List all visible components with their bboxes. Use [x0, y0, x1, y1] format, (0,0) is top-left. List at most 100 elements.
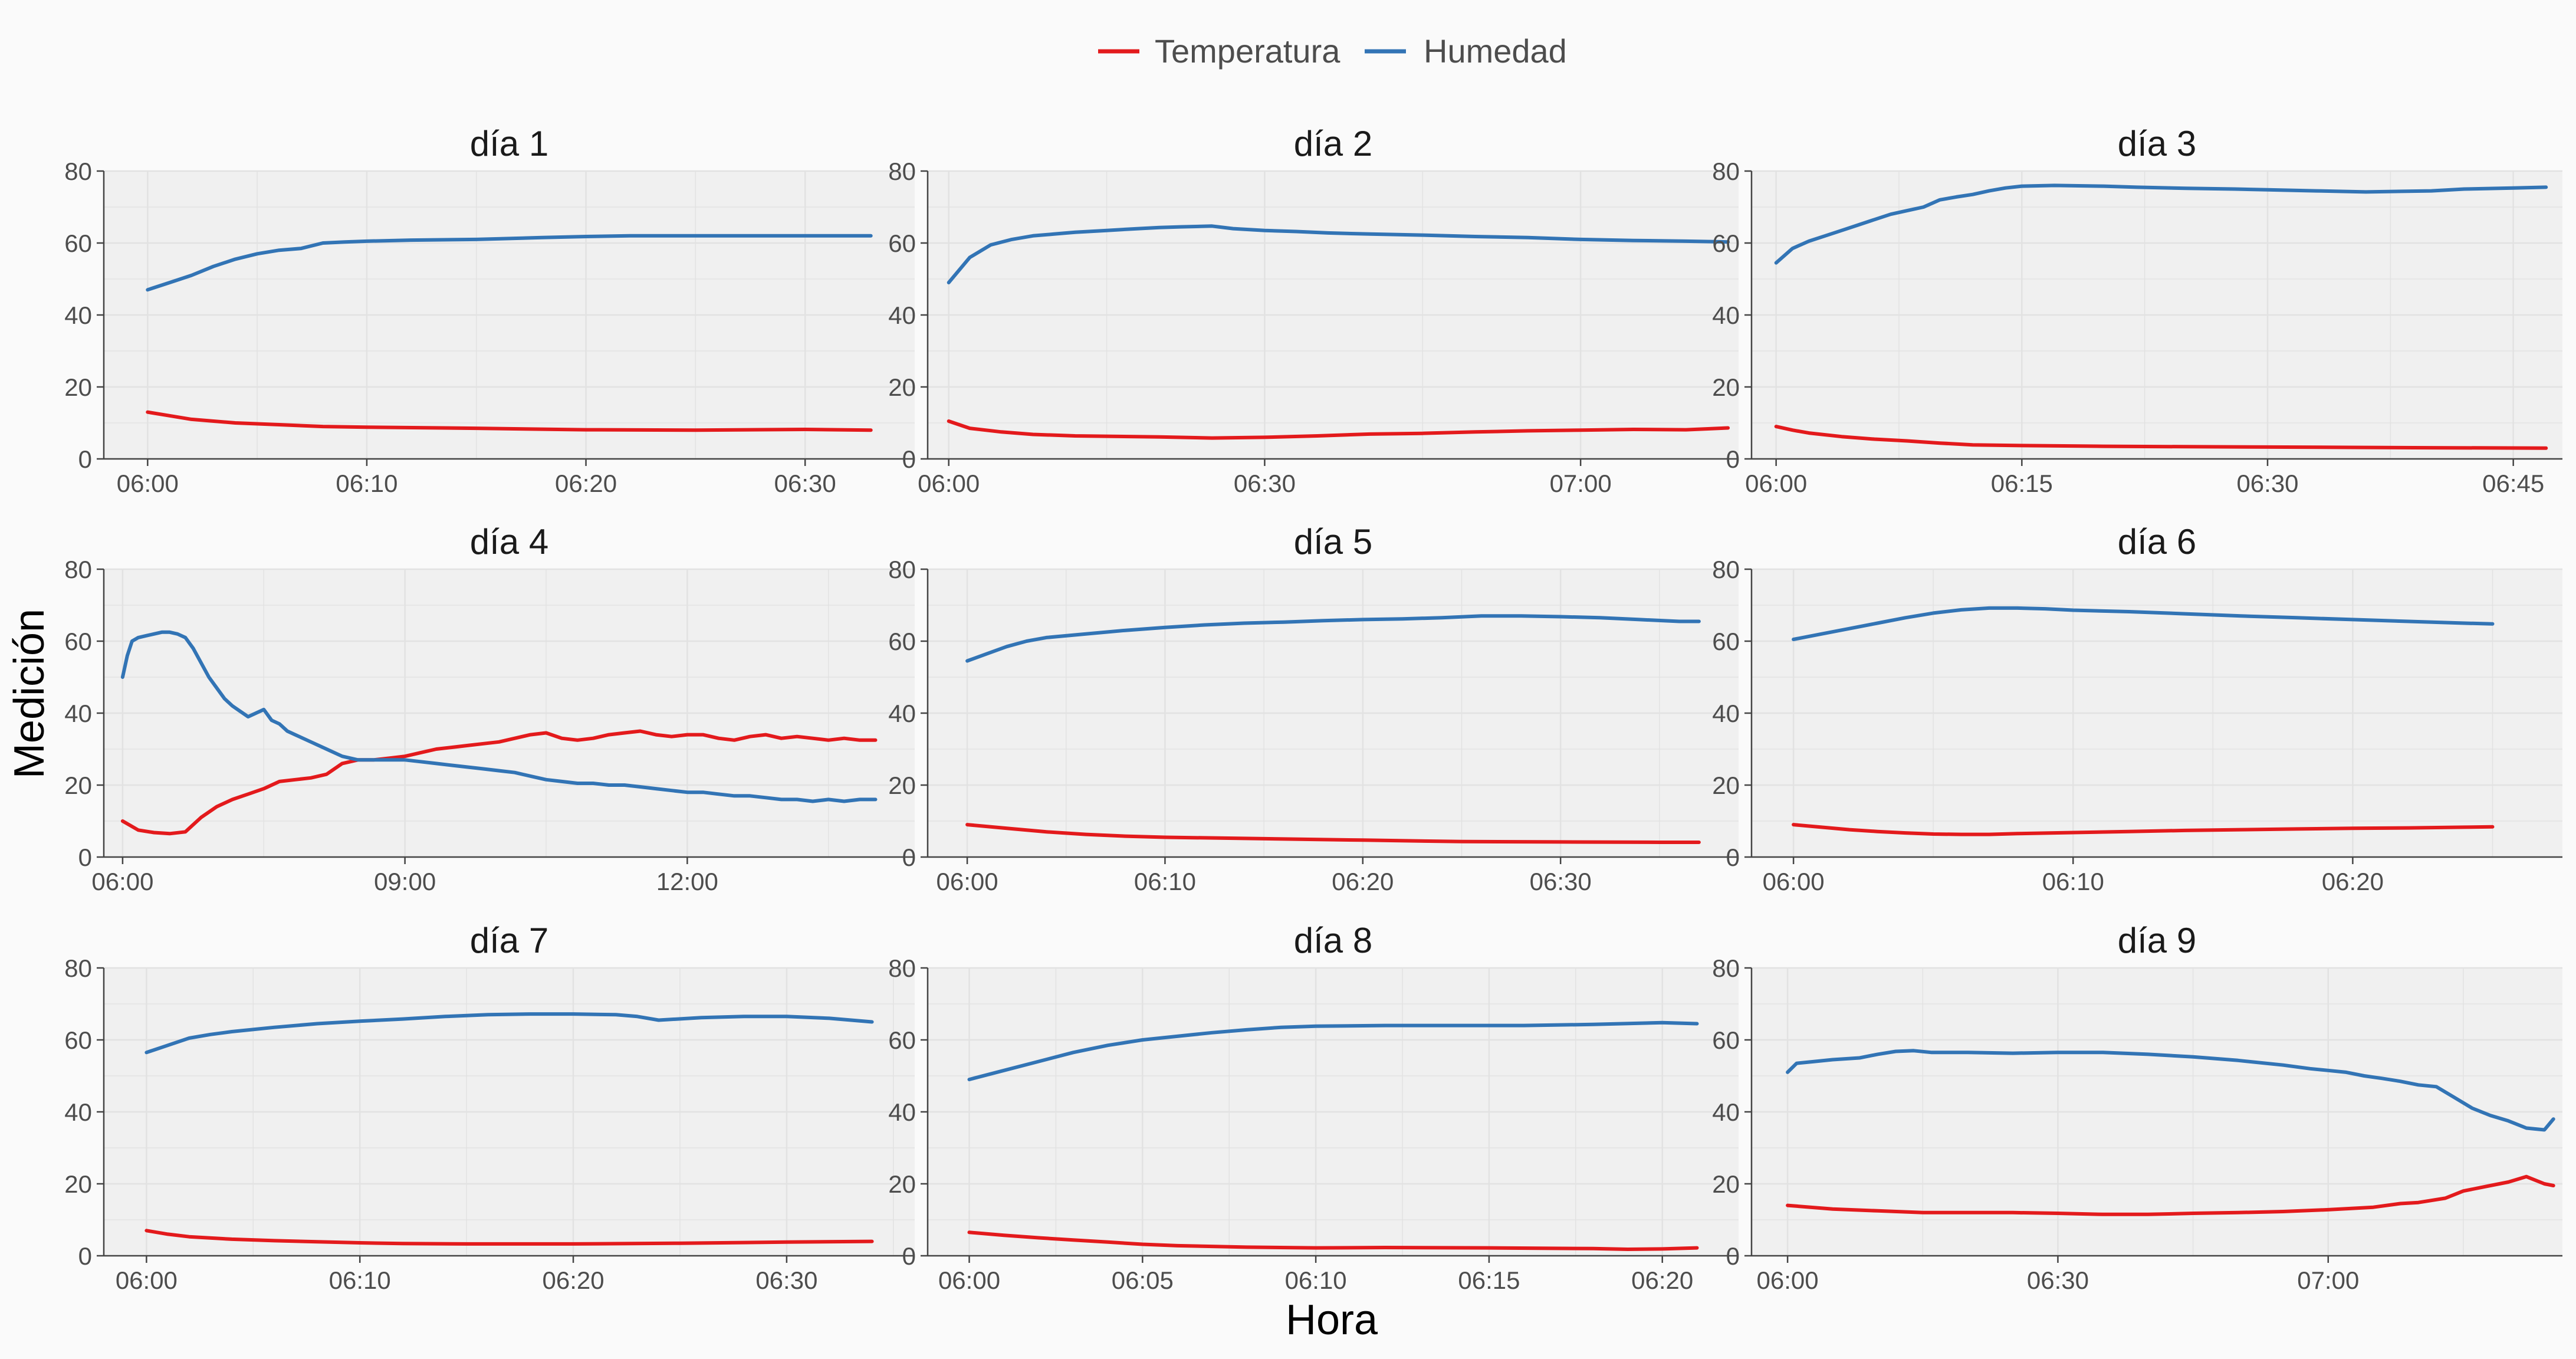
y-tick-label: 80 [1712, 954, 1740, 982]
series-line-humedad [146, 234, 873, 292]
x-tick-label: 06:30 [755, 1266, 817, 1294]
panel-4: día 4 0 20 40 60 80 06:00 09:00 12:00 [64, 522, 915, 895]
y-tick-label: 20 [64, 373, 92, 401]
y-tick-label: 0 [902, 843, 916, 871]
y-tick-label: 40 [888, 1098, 916, 1126]
y-tick-label: 40 [1712, 700, 1740, 727]
y-tick-label: 60 [888, 628, 916, 655]
y-tick-label: 40 [1712, 301, 1740, 329]
y-tick-label: 0 [78, 445, 92, 473]
panel-title: día 5 [1294, 522, 1372, 562]
y-tick-label: 0 [1726, 843, 1740, 871]
y-tick-label: 20 [888, 772, 916, 799]
series-line-humedad [144, 1012, 874, 1055]
panel-title: día 3 [2118, 124, 2196, 163]
y-tick-label: 40 [888, 301, 916, 329]
series-line-humedad [1774, 183, 2548, 265]
x-tick-label: 06:10 [329, 1266, 391, 1294]
x-tick-label: 06:30 [1530, 868, 1592, 895]
y-tick-label: 20 [64, 1170, 92, 1198]
x-tick-label: 06:00 [1757, 1266, 1819, 1294]
y-axis-title: Medición [6, 609, 53, 779]
series-line-humedad [965, 614, 1701, 663]
x-tick-label: 06:20 [542, 1266, 604, 1294]
x-tick-label: 06:00 [117, 470, 179, 497]
series-line-humedad [1786, 1049, 2555, 1132]
y-tick-label: 0 [78, 1242, 92, 1270]
panel-3: día 3 0 20 40 60 80 06:00 06:15 06:30 06:45 [1712, 124, 2562, 497]
series-line-temperatura [965, 823, 1701, 844]
y-tick-label: 80 [1712, 157, 1740, 185]
y-tick-label: 80 [64, 157, 92, 185]
x-tick-label: 06:30 [2027, 1266, 2089, 1294]
x-tick-label: 09:00 [374, 868, 436, 895]
series-line-temperatura [120, 729, 878, 836]
series-line-temperatura [947, 419, 1730, 440]
x-tick-label: 06:10 [2042, 868, 2104, 895]
x-tick-label: 07:00 [1550, 470, 1612, 497]
panel-title: día 2 [1294, 124, 1372, 163]
legend: Temperatura Humedad [1098, 32, 1567, 70]
x-tick-label: 06:10 [1285, 1266, 1347, 1294]
panel-7: día 7 0 20 40 60 80 06:00 06:10 06:20 06:30 [64, 921, 915, 1294]
y-tick-label: 0 [1726, 1242, 1740, 1270]
series-line-temperatura [144, 1229, 874, 1246]
x-tick-label: 12:00 [656, 868, 718, 895]
panel-8: día 8 0 20 40 60 80 06:00 06:05 06:10 06:15 06:20 [888, 921, 1739, 1294]
x-tick-label: 06:20 [555, 470, 617, 497]
y-tick-label: 60 [888, 229, 916, 257]
series-line-humedad [1792, 606, 2495, 641]
y-tick-label: 60 [64, 229, 92, 257]
panel-title: día 8 [1294, 921, 1372, 960]
x-tick-label: 06:00 [1763, 868, 1825, 895]
y-tick-label: 80 [64, 954, 92, 982]
x-tick-label: 06:00 [1745, 470, 1807, 497]
x-tick-label: 06:30 [774, 470, 836, 497]
x-tick-label: 06:45 [2482, 470, 2544, 497]
y-tick-label: 80 [888, 157, 916, 185]
y-tick-label: 60 [64, 628, 92, 655]
x-tick-label: 06:30 [2236, 470, 2298, 497]
x-tick-label: 07:00 [2297, 1266, 2359, 1294]
y-tick-label: 0 [1726, 445, 1740, 473]
series-line-humedad [947, 224, 1730, 285]
x-tick-label: 06:00 [938, 1266, 1000, 1294]
x-tick-label: 06:15 [1458, 1266, 1520, 1294]
series-line-temperatura [1774, 425, 2548, 450]
x-tick-label: 06:20 [1631, 1266, 1693, 1294]
y-tick-label: 60 [1712, 628, 1740, 655]
x-tick-label: 06:30 [1234, 470, 1296, 497]
y-tick-label: 40 [64, 700, 92, 727]
y-tick-label: 60 [1712, 229, 1740, 257]
panel-title: día 4 [470, 522, 548, 562]
x-tick-label: 06:10 [336, 470, 397, 497]
x-tick-label: 06:20 [2322, 868, 2384, 895]
panel-title: día 7 [470, 921, 548, 960]
y-tick-label: 40 [64, 1098, 92, 1126]
facet-panels: día 1 0 20 40 60 80 06:00 06:10 06:20 06:30 día 2 0… [64, 124, 2562, 1294]
x-axis-title: Hora [1286, 1296, 1378, 1344]
y-tick-label: 80 [64, 556, 92, 583]
x-tick-label: 06:15 [1991, 470, 2053, 497]
y-tick-label: 20 [888, 1170, 916, 1198]
legend-label-humedad: Humedad [1424, 32, 1567, 70]
legend-label-temperatura: Temperatura [1155, 32, 1340, 70]
panel-5: día 5 0 20 40 60 80 06:00 06:10 06:20 06:30 [888, 522, 1739, 895]
series-line-temperatura [1786, 1174, 2555, 1216]
y-tick-label: 0 [902, 445, 916, 473]
y-tick-label: 0 [78, 843, 92, 871]
y-tick-label: 20 [888, 373, 916, 401]
x-tick-label: 06:20 [1332, 868, 1394, 895]
x-tick-label: 06:05 [1112, 1266, 1174, 1294]
y-tick-label: 80 [888, 954, 916, 982]
series-line-humedad [967, 1020, 1699, 1082]
panel-title: día 6 [2118, 522, 2196, 562]
y-tick-label: 0 [902, 1242, 916, 1270]
y-tick-label: 60 [1712, 1026, 1740, 1054]
series-line-temperatura [146, 410, 873, 432]
panel-2: día 2 0 20 40 60 80 06:00 06:30 07:00 [888, 124, 1739, 497]
y-tick-label: 20 [1712, 772, 1740, 799]
panel-9: día 9 0 20 40 60 80 06:00 06:30 07:00 [1712, 921, 2562, 1294]
series-line-temperatura [967, 1230, 1699, 1251]
